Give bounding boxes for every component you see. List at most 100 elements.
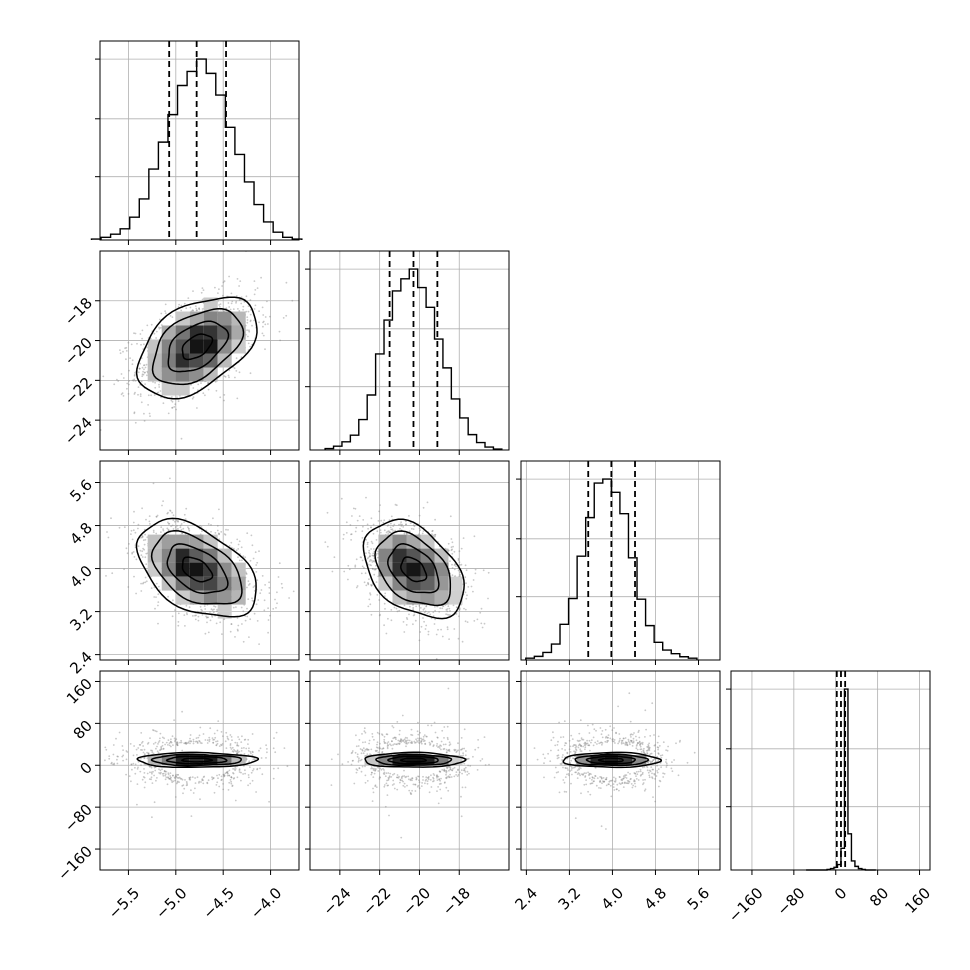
scatter-point (347, 564, 350, 567)
scatter-point (586, 739, 588, 742)
scatter-point (400, 836, 403, 839)
scatter-point (385, 632, 388, 635)
scatter-point (606, 739, 609, 742)
scatter-point (364, 572, 367, 575)
scatter-point (577, 772, 580, 774)
scatter-point (440, 745, 442, 747)
scatter-point (170, 740, 172, 743)
scatter-point (166, 527, 169, 530)
scatter-point (622, 777, 625, 780)
scatter-point (139, 743, 142, 746)
scatter-point (232, 308, 235, 311)
scatter-point (386, 779, 388, 782)
scatter-point (393, 772, 396, 775)
scatter-point (418, 605, 421, 607)
scatter-point (412, 524, 415, 526)
scatter-point (192, 309, 195, 312)
scatter-point (183, 742, 186, 745)
scatter-point (207, 631, 210, 634)
scatter-point (174, 796, 177, 798)
scatter-point (283, 747, 286, 749)
scatter-point (197, 736, 200, 739)
scatter-point (595, 729, 597, 732)
scatter-point (245, 310, 248, 313)
scatter-point (264, 348, 266, 351)
scatter-point (662, 776, 665, 778)
scatter-point (572, 745, 574, 748)
density-cell (378, 534, 393, 549)
scatter-point (622, 737, 625, 740)
scatter-point (174, 403, 177, 406)
scatter-point (660, 756, 663, 759)
scatter-point (227, 738, 230, 741)
scatter-point (340, 497, 343, 500)
scatter-point (213, 738, 216, 741)
scatter-point (168, 522, 171, 525)
scatter-point (366, 543, 369, 546)
scatter-point (579, 748, 582, 751)
scatter-point (576, 739, 579, 742)
contour-0 (597, 757, 624, 763)
scatter-point (194, 777, 197, 779)
scatter-point (231, 746, 234, 749)
scatter-point (402, 780, 404, 783)
scatter-point (564, 776, 567, 778)
scatter-point (181, 532, 183, 535)
scatter-point (443, 769, 445, 772)
scatter-point (280, 582, 283, 585)
scatter-point (624, 737, 627, 739)
scatter-point (137, 527, 139, 530)
scatter-point (575, 745, 578, 748)
scatter-point (408, 778, 410, 781)
scatter-point (374, 769, 377, 772)
scatter-point (374, 749, 377, 752)
scatter-point (624, 776, 626, 778)
scatter-point (437, 775, 440, 778)
scatter-point (142, 582, 144, 585)
scatter-point (143, 772, 146, 774)
scatter-point (369, 558, 372, 561)
scatter-point (612, 783, 615, 785)
scatter-point (168, 778, 171, 780)
scatter-point (330, 784, 333, 786)
scatter-point (630, 739, 633, 742)
scatter-point (425, 776, 428, 779)
scatter-point (216, 740, 219, 743)
scatter-point (378, 510, 380, 513)
scatter-point (613, 780, 616, 783)
scatter-point (133, 412, 136, 415)
scatter-point (175, 782, 178, 785)
scatter-point (350, 763, 353, 766)
scatter-point (229, 746, 232, 749)
scatter-point (350, 752, 353, 755)
scatter-point (198, 307, 201, 310)
scatter-point (450, 538, 453, 540)
scatter-point (145, 563, 148, 566)
scatter-point (445, 777, 447, 779)
scatter-point (646, 749, 649, 752)
scatter-point (610, 779, 613, 782)
scatter-point (628, 741, 631, 744)
scatter-point (141, 373, 144, 376)
density-cell (189, 367, 204, 382)
scatter-point (207, 381, 210, 384)
scatter-point (558, 721, 560, 724)
scatter-point (477, 739, 479, 741)
x-tick-label-0-1: −5.0 (152, 884, 190, 922)
scatter-point (228, 545, 231, 547)
scatter-point (148, 778, 151, 780)
scatter-point (588, 773, 591, 776)
scatter-panel-3-0 (95, 670, 300, 875)
scatter-point (422, 506, 425, 509)
scatter-point (237, 308, 239, 310)
scatter-point (406, 742, 408, 745)
scatter-point (405, 739, 408, 742)
scatter-point (362, 519, 365, 521)
scatter-point (438, 783, 441, 785)
scatter-point (222, 783, 225, 785)
scatter-point (372, 767, 375, 770)
scatter-point (393, 787, 396, 790)
scatter-point (149, 765, 151, 768)
scatter-point (383, 740, 386, 743)
scatter-point (403, 604, 406, 607)
